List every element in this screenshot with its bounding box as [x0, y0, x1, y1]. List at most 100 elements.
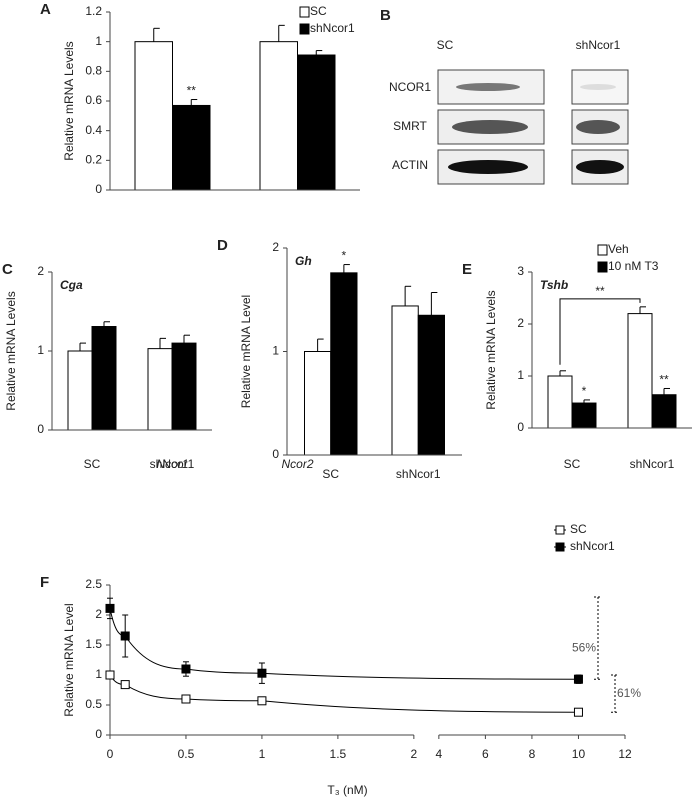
- legend-swatch: [299, 6, 310, 18]
- bar: [304, 351, 332, 456]
- range-label: 61%: [617, 686, 641, 700]
- bar: [297, 54, 336, 191]
- y-tick-label: 0.6: [85, 93, 102, 107]
- blot-row: NCOR1: [389, 80, 431, 94]
- marker: [181, 664, 191, 674]
- y-tick-label: 1.5: [85, 637, 102, 651]
- y-axis-label: Relative mRNA Levels: [4, 291, 18, 410]
- y-axis-label: Relative mRNA Levels: [62, 41, 76, 160]
- marker: [573, 707, 583, 717]
- x-tick-label: Ncor2: [281, 457, 313, 471]
- bar: [417, 314, 445, 456]
- y-tick-label: 0: [95, 727, 102, 741]
- panel-label: D: [217, 237, 228, 254]
- legend-marker: [555, 525, 565, 535]
- range-bracket: [594, 596, 602, 680]
- y-tick-label: 1: [95, 667, 102, 681]
- x-tick-label: 0.5: [178, 747, 195, 761]
- bar: [171, 342, 197, 431]
- legend-swatch: [597, 261, 608, 273]
- y-tick-label: 2: [517, 316, 524, 330]
- bar: [259, 41, 298, 191]
- bar: [91, 326, 117, 431]
- marker: [181, 694, 191, 704]
- marker: [257, 668, 267, 678]
- y-tick-label: 0.2: [85, 153, 102, 167]
- x-tick-label: 2: [411, 747, 418, 761]
- series-line: [109, 608, 579, 680]
- legend-marker: [555, 542, 565, 552]
- bracket-label: **: [595, 284, 605, 298]
- y-tick-label: 0.5: [85, 697, 102, 711]
- panel-label: F: [40, 574, 49, 591]
- y-tick-label: 2.5: [85, 577, 102, 591]
- x-tick-label: SC: [564, 457, 581, 471]
- x-axis-label: T₃ (nM): [327, 783, 367, 797]
- marker: [573, 674, 583, 684]
- x-tick-label: shNcor1: [150, 457, 195, 471]
- bar: [330, 272, 358, 456]
- marker: [120, 680, 130, 690]
- x-tick-label: 6: [482, 747, 489, 761]
- panel-label: B: [380, 7, 391, 24]
- blot-image: [437, 69, 629, 185]
- significance: *: [582, 384, 587, 398]
- series-line: [109, 674, 579, 713]
- bracket: [559, 298, 641, 365]
- x-tick-label: 4: [436, 747, 443, 761]
- legend-label: 10 nM T3: [608, 259, 659, 273]
- panel-label: E: [462, 261, 472, 278]
- y-tick-label: 0.8: [85, 64, 102, 78]
- bar: [147, 348, 173, 431]
- y-tick-label: 0: [517, 420, 524, 434]
- significance: **: [659, 373, 669, 387]
- y-axis-label: Relative mRNA Level: [239, 295, 253, 408]
- x-tick-label: shNcor1: [630, 457, 675, 471]
- y-axis-label: Relative mRNA Level: [62, 603, 76, 716]
- x-tick-label: Ncor1: [156, 457, 188, 471]
- subtitle: Cga: [60, 278, 83, 292]
- x-tick-label: SC: [322, 467, 339, 481]
- y-tick-label: 2: [272, 240, 279, 254]
- bar: [627, 313, 653, 429]
- legend-swatch: [597, 244, 608, 256]
- range-label: 56%: [572, 640, 596, 654]
- subtitle: Gh: [295, 254, 312, 268]
- bar: [547, 375, 573, 429]
- blot-row: SMRT: [393, 119, 427, 133]
- bar: [67, 350, 93, 431]
- y-tick-label: 1: [37, 343, 44, 357]
- x-tick-label: SC: [84, 457, 101, 471]
- legend-label: Veh: [608, 242, 629, 256]
- y-tick-label: 1: [517, 368, 524, 382]
- range-bracket: [611, 674, 619, 713]
- y-tick-label: 1: [95, 34, 102, 48]
- y-tick-label: 0.4: [85, 123, 102, 137]
- x-tick-label: shNcor1: [396, 467, 441, 481]
- bar: [571, 402, 597, 429]
- significance: **: [187, 84, 197, 98]
- legend-label: SC: [310, 4, 327, 18]
- blot-column: SC: [437, 38, 454, 52]
- x-tick-label: 1: [259, 747, 266, 761]
- legend-label: SC: [570, 522, 587, 536]
- subtitle: Tshb: [540, 278, 568, 292]
- x-tick-label: 0: [107, 747, 114, 761]
- panel-label: A: [40, 1, 51, 18]
- legend-label: shNcor1: [310, 21, 355, 35]
- y-tick-label: 1: [272, 344, 279, 358]
- marker: [120, 631, 130, 641]
- y-axis-label: Relative mRNA Levels: [484, 290, 498, 409]
- blot-row: ACTIN: [392, 158, 428, 172]
- legend-label: shNcor1: [570, 539, 615, 553]
- blot-column: shNcor1: [576, 38, 621, 52]
- y-tick-label: 0: [95, 182, 102, 196]
- x-tick-label: 10: [572, 747, 586, 761]
- marker: [105, 603, 115, 613]
- bar: [391, 305, 419, 456]
- legend-swatch: [299, 23, 310, 35]
- x-tick-label: 8: [529, 747, 536, 761]
- y-tick-label: 2: [95, 607, 102, 621]
- y-tick-label: 3: [517, 264, 524, 278]
